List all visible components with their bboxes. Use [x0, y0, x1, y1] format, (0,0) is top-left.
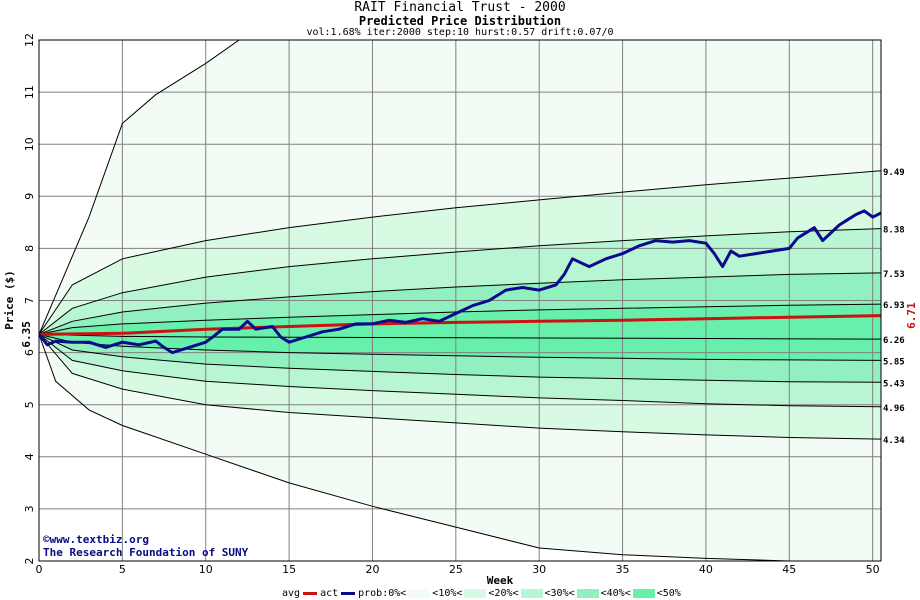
percentile-end-label: 5.85 — [883, 357, 905, 367]
percentile-curve-0% — [39, 334, 790, 561]
y-tick-label: 2 — [23, 558, 36, 565]
y-tick-label: 11 — [23, 85, 36, 99]
credit-website: ©www.textbiz.org — [43, 533, 149, 546]
legend-band10-swatch — [464, 589, 487, 598]
x-tick-label: 45 — [782, 563, 796, 576]
x-tick-label: 5 — [119, 563, 126, 576]
legend-p40-label: <40%< — [600, 588, 631, 599]
probability-band-7 — [39, 228, 881, 335]
probability-band-8 — [39, 170, 881, 335]
percentile-curve-20% — [39, 334, 881, 408]
x-tick-label: 30 — [532, 563, 546, 576]
percentile-end-label: 7.53 — [883, 270, 905, 280]
percentile-end-label: 4.34 — [883, 436, 905, 446]
probability-band-6 — [39, 272, 881, 335]
start-price-label: 6.35 — [20, 321, 33, 348]
x-tick-label: 10 — [199, 563, 213, 576]
legend-p20-label: <20%< — [488, 588, 519, 599]
y-tick-label: 12 — [23, 33, 36, 47]
percentile-end-label: 6.93 — [883, 301, 905, 311]
percentile-curve-50% — [39, 333, 881, 340]
end-price-label: 6.71 — [905, 302, 918, 329]
percentile-end-label: 9.49 — [883, 168, 905, 178]
legend-p10-label: <10%< — [432, 588, 463, 599]
legend-avg-swatch — [303, 592, 318, 595]
y-tick-label: 3 — [23, 505, 36, 512]
percentile-end-label: 8.38 — [883, 226, 905, 236]
x-tick-label: 50 — [866, 563, 880, 576]
probability-band-3 — [39, 334, 881, 383]
legend-prob0-label: prob:0%< — [358, 588, 407, 599]
percentile-curve-100% — [39, 40, 240, 335]
probability-band-0 — [39, 334, 881, 561]
y-tick-label: 7 — [23, 297, 36, 304]
x-tick-label: 40 — [699, 563, 713, 576]
legend-band20-swatch — [520, 589, 543, 598]
percentile-end-label: 5.43 — [883, 379, 905, 389]
probability-band-9 — [39, 40, 881, 335]
x-tick-label: 20 — [365, 563, 379, 576]
y-tick-label: 9 — [23, 193, 36, 200]
legend-band40-swatch — [632, 589, 655, 598]
legend-band30-swatch — [576, 589, 599, 598]
legend-act-label: act — [320, 588, 339, 599]
y-tick-label: 5 — [23, 401, 36, 408]
probability-band-2 — [39, 334, 881, 407]
percentile-curve-10% — [39, 334, 881, 440]
percentile-curve-80% — [39, 228, 881, 335]
percentile-curve-60% — [39, 303, 881, 335]
x-tick-label: 15 — [282, 563, 296, 576]
legend-p50-label: <50% — [656, 588, 681, 599]
probability-band-4 — [39, 334, 881, 361]
x-tick-label: 0 — [36, 563, 43, 576]
legend-act-swatch — [341, 592, 356, 595]
legend-p30-label: <30%< — [544, 588, 575, 599]
y-axis-label: Price ($) — [3, 270, 16, 330]
percentile-end-label: 4.96 — [883, 404, 905, 414]
series-line-act — [39, 209, 881, 355]
legend-avg-label: avg — [282, 588, 301, 599]
legend-band0-swatch — [408, 589, 431, 598]
chart-subtitle: Predicted Price Distribution — [358, 14, 562, 28]
y-tick-label: 6 — [23, 349, 36, 356]
chart-title: RAIT Financial Trust - 2000 — [354, 0, 566, 15]
legend: avg act prob:0%< <10%< <20%< <30%< <40%< <50% — [282, 588, 681, 600]
x-tick-label: 35 — [616, 563, 630, 576]
y-tick-label: 10 — [23, 137, 36, 151]
percentile-curve-30% — [39, 333, 881, 383]
simulation-parameters: vol:1.68% iter:2000 step:10 hurst:0.57 d… — [306, 27, 614, 38]
plot-frame — [38, 39, 882, 562]
percentile-end-label: 6.26 — [883, 336, 905, 346]
series-line-avg — [39, 314, 881, 336]
x-axis-label: Week — [487, 574, 514, 587]
y-tick-label: 8 — [23, 245, 36, 252]
x-tick-label: 25 — [449, 563, 463, 576]
percentile-curve-70% — [39, 272, 881, 335]
credit-organization: The Research Foundation of SUNY — [43, 546, 249, 559]
y-tick-label: 4 — [23, 453, 36, 460]
percentile-curve-90% — [39, 170, 881, 335]
probability-band-1 — [39, 334, 881, 440]
